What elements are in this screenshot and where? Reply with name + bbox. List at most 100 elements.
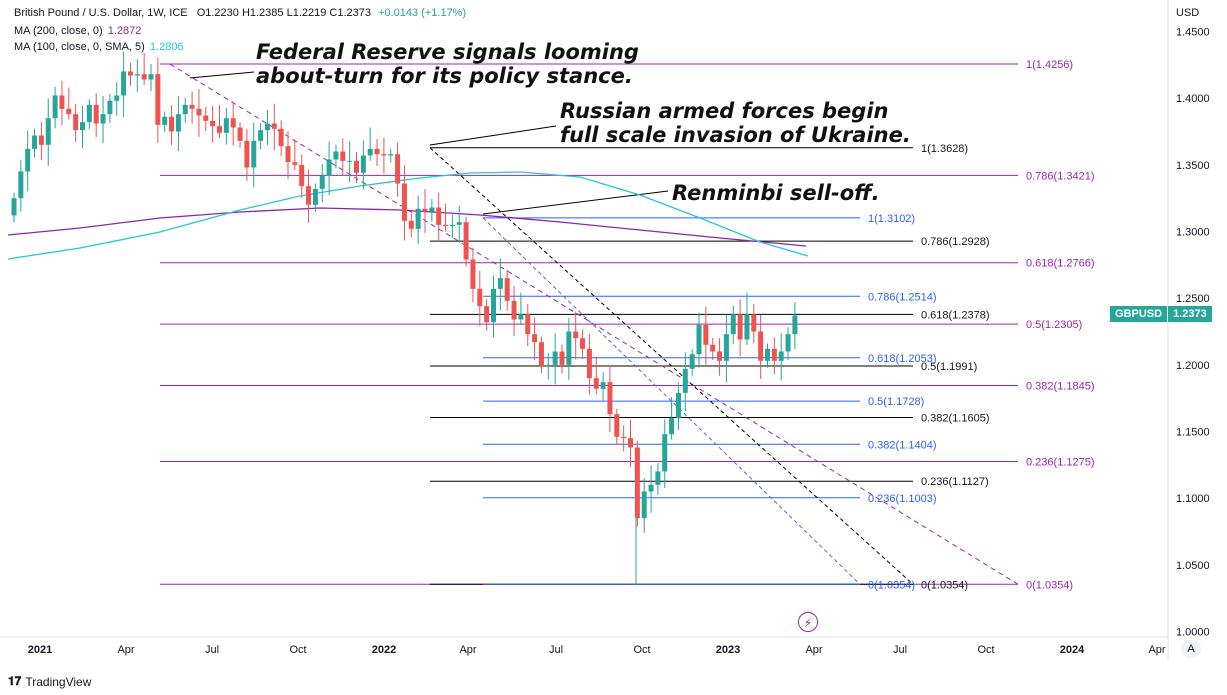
x-tick-label: 2022 xyxy=(372,644,396,656)
candle-body xyxy=(723,334,729,361)
x-tick-label: Oct xyxy=(633,644,650,656)
ma100-label: MA (100, close, 0, SMA, 5) xyxy=(14,41,145,53)
y-tick-label: 1.3500 xyxy=(1176,160,1210,172)
tradingview-logo-text: TradingView xyxy=(25,674,92,689)
candle-body xyxy=(347,160,353,162)
candle-body xyxy=(114,95,120,101)
candle-body xyxy=(552,351,558,365)
candle-body xyxy=(545,364,551,367)
auto-scale-button[interactable]: A xyxy=(1181,640,1201,658)
candle-body xyxy=(86,104,92,123)
candle-body xyxy=(607,382,613,415)
y-tick-label: 1.1000 xyxy=(1176,493,1210,505)
fib-level-label: 0(1.0354) xyxy=(1026,579,1073,591)
ma200-line xyxy=(7,207,807,247)
y-tick-label: 1.2500 xyxy=(1176,293,1210,305)
candle-body xyxy=(573,331,579,339)
candle-body xyxy=(244,140,250,168)
candle-body xyxy=(655,471,661,485)
candle-body xyxy=(11,198,17,216)
price-change: +0.0143 (+1.17%) xyxy=(378,7,467,19)
candle-body xyxy=(182,104,188,115)
annotation-russia-line-2: full scale invasion of Ukraine. xyxy=(560,123,911,147)
x-tick-label: Jul xyxy=(549,644,563,656)
candle-body xyxy=(127,71,133,76)
fib-level-label: 0.236(1.1275) xyxy=(1026,457,1095,469)
candle-body xyxy=(333,151,339,160)
candle-body xyxy=(477,288,483,307)
candle-body xyxy=(525,314,531,335)
candle-body xyxy=(532,334,538,343)
candle-body xyxy=(614,414,620,437)
fib-level-label: 0.786(1.3421) xyxy=(1026,170,1095,182)
fib-level-label: 0.236(1.1127) xyxy=(921,476,989,488)
annotation-renminbi-line-1: Renminbi sell-off. xyxy=(672,181,880,205)
candle-body xyxy=(717,351,723,361)
candle-body xyxy=(737,314,743,340)
candle-body xyxy=(319,175,325,189)
y-tick-label: 1.1500 xyxy=(1176,427,1210,439)
candle-body xyxy=(93,104,99,124)
candle-body xyxy=(73,114,79,131)
candle-body xyxy=(765,348,770,361)
candle-body xyxy=(662,434,668,472)
candle-body xyxy=(703,324,709,345)
candle-body xyxy=(388,154,394,156)
annotation-russia-line-1: Russian armed forces begin xyxy=(560,99,889,123)
candle-body xyxy=(778,351,784,361)
candle-body xyxy=(538,342,544,367)
lightning-icon[interactable]: ⚡ xyxy=(798,612,818,632)
ma200-legend[interactable]: MA (200, close, 0) 1.2872 xyxy=(14,24,141,38)
candle-body xyxy=(196,108,202,116)
y-tick-label: 1.2000 xyxy=(1176,360,1210,372)
x-tick-label: Apr xyxy=(1148,644,1165,656)
fib-level-label: 0.382(1.1605) xyxy=(921,413,990,425)
candle-body xyxy=(675,392,681,419)
candle-body xyxy=(689,354,695,369)
candle-body xyxy=(285,146,291,163)
candle-body xyxy=(326,159,332,176)
candle-body xyxy=(484,306,490,323)
last-price-tag: GBPUSD 1.2373 xyxy=(1110,306,1212,322)
x-tick-label: Jul xyxy=(893,644,907,656)
candle-body xyxy=(491,288,496,323)
candle-body xyxy=(443,224,449,227)
candles xyxy=(11,51,798,585)
axes: USD 1.4500 1.4000 1.3500 1.3000 1.2500 1.2000 1… xyxy=(0,0,1210,660)
ma100-legend[interactable]: MA (100, close, 0, SMA, 5) 1.2806 xyxy=(14,40,184,54)
candle-body xyxy=(45,118,51,145)
x-tick-label: 2021 xyxy=(28,644,52,656)
fib-level-label: 0(1.0354) xyxy=(868,579,915,591)
chart-header: British Pound / U.S. Dollar, 1W, ICE O1.… xyxy=(14,6,466,20)
candle-body xyxy=(682,368,688,393)
candle-body xyxy=(360,155,366,173)
candle-body xyxy=(264,123,270,131)
x-tick-label: Apr xyxy=(805,644,822,656)
candle-body xyxy=(367,148,373,156)
candle-body xyxy=(566,331,572,365)
candle-body xyxy=(148,74,154,80)
fib-level-label: 0.382(1.1845) xyxy=(1026,381,1095,393)
candle-body xyxy=(141,74,147,80)
candle-body xyxy=(134,74,140,76)
candle-body xyxy=(634,447,640,519)
candle-body xyxy=(751,314,757,332)
ma200-value: 1.2872 xyxy=(107,25,142,37)
candle-body xyxy=(175,114,181,132)
x-tick-label: Jul xyxy=(205,644,219,656)
candle-body xyxy=(66,108,72,115)
fib-level-label: 0.5(1.2305) xyxy=(1026,319,1082,331)
candle-body xyxy=(299,164,305,187)
candle-body xyxy=(155,74,161,125)
x-tick-label: Apr xyxy=(117,644,134,656)
candle-body xyxy=(374,148,380,155)
candle-body xyxy=(408,220,414,229)
candle-body xyxy=(32,135,38,149)
candle-body xyxy=(306,186,312,205)
candle-body xyxy=(258,130,264,141)
candle-body xyxy=(758,331,764,361)
candle-body xyxy=(251,140,257,168)
candle-body xyxy=(395,154,401,184)
candle-body xyxy=(641,491,647,519)
